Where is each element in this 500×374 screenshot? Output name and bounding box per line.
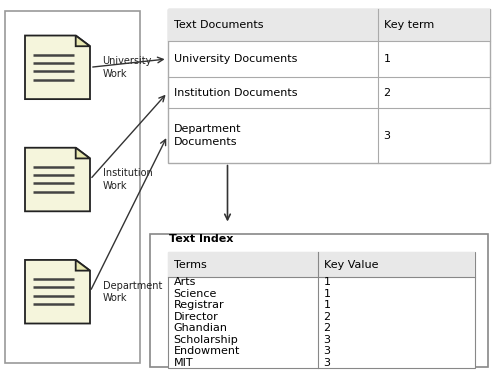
- Text: Text Index: Text Index: [169, 234, 234, 244]
- Text: Science: Science: [174, 289, 217, 299]
- Text: University
Work: University Work: [102, 56, 152, 79]
- Text: 1: 1: [324, 300, 330, 310]
- Text: University Documents: University Documents: [174, 54, 297, 64]
- Text: MIT: MIT: [174, 358, 193, 368]
- Polygon shape: [76, 260, 90, 271]
- Bar: [168, 252, 475, 368]
- Text: Director: Director: [174, 312, 218, 322]
- Text: Department
Work: Department Work: [102, 280, 162, 303]
- Text: 1: 1: [384, 54, 390, 64]
- Polygon shape: [76, 36, 90, 46]
- Text: Department
Documents: Department Documents: [174, 125, 241, 147]
- Text: Key term: Key term: [384, 20, 434, 30]
- Text: 2: 2: [324, 312, 330, 322]
- Text: Endowment: Endowment: [174, 346, 240, 356]
- Text: Ghandian: Ghandian: [174, 323, 228, 333]
- Bar: [168, 252, 475, 277]
- Text: Text Documents: Text Documents: [174, 20, 263, 30]
- Text: 3: 3: [324, 358, 330, 368]
- Text: 3: 3: [324, 335, 330, 345]
- Bar: [5, 11, 140, 363]
- Text: Scholarship: Scholarship: [174, 335, 238, 345]
- Polygon shape: [25, 260, 90, 324]
- Polygon shape: [25, 148, 90, 211]
- Text: 3: 3: [384, 131, 390, 141]
- Text: 2: 2: [324, 323, 330, 333]
- Text: Terms: Terms: [174, 260, 206, 270]
- Polygon shape: [76, 148, 90, 159]
- Text: Institution
Work: Institution Work: [102, 168, 152, 191]
- Text: Arts: Arts: [174, 278, 196, 288]
- Polygon shape: [25, 36, 90, 99]
- Text: Institution Documents: Institution Documents: [174, 88, 297, 98]
- Text: 1: 1: [324, 278, 330, 288]
- Bar: [168, 9, 490, 41]
- Text: 3: 3: [324, 346, 330, 356]
- Bar: [150, 234, 488, 367]
- Text: 2: 2: [384, 88, 390, 98]
- Text: Key Value: Key Value: [324, 260, 378, 270]
- Bar: [168, 9, 490, 163]
- Text: Registrar: Registrar: [174, 300, 224, 310]
- Text: 1: 1: [324, 289, 330, 299]
